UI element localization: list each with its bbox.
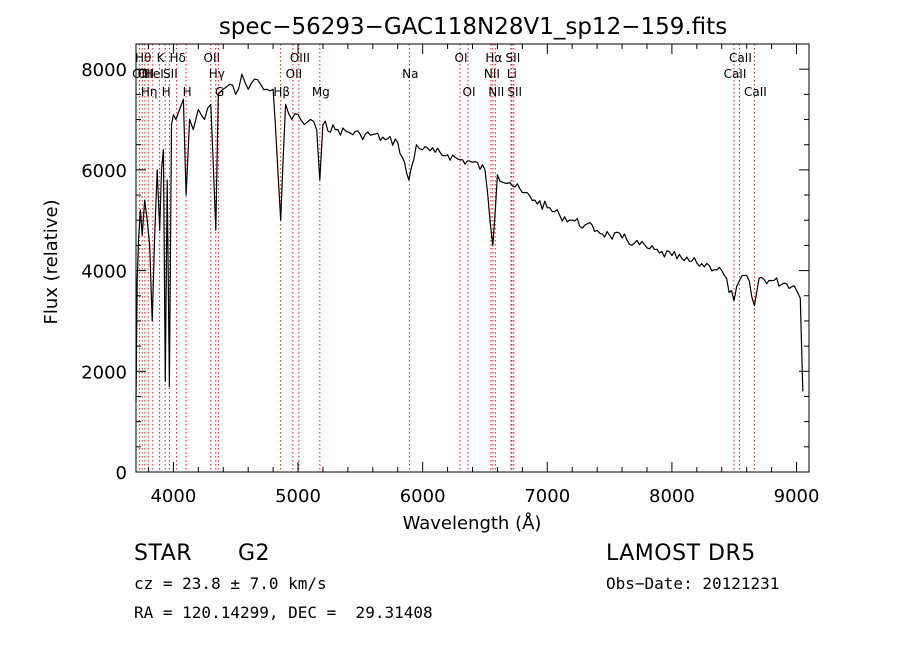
line-label-2: OII (138, 67, 155, 81)
line-label-14: OII (286, 67, 303, 81)
line-label-11: Hγ (209, 67, 225, 81)
x-tick-label-3: 7000 (524, 486, 570, 507)
survey-label: LAMOST DR5 (606, 541, 756, 566)
line-label-23: Li (507, 67, 517, 81)
redshift-cz: cz = 23.8 ± 7.0 km/s (134, 574, 327, 593)
line-label-10: OII (204, 51, 221, 65)
line-label-13: Hβ (273, 85, 290, 99)
line-label-19: OI (463, 85, 476, 99)
line-label-21: Hα (485, 51, 502, 65)
line-label-18: OI (455, 51, 468, 65)
y-tick-label-3: 6000 (81, 161, 127, 182)
line-label-15: OIII (290, 51, 310, 65)
x-tick-label-1: 5000 (275, 486, 321, 507)
line-label-20: NII (484, 67, 500, 81)
plot-frame (135, 43, 810, 473)
observation-date: Obs−Date: 20121231 (606, 574, 780, 593)
line-label-7: SII (163, 67, 178, 81)
x-tick-label-4: 8000 (649, 486, 695, 507)
ra-dec: RA = 120.14299, DEC = 29.31408 (134, 603, 433, 622)
y-tick-label-1: 2000 (81, 362, 127, 383)
line-label-28: CaII (744, 85, 767, 99)
line-label-8: Hδ (169, 51, 185, 65)
y-tick-label-4: 8000 (81, 60, 127, 81)
line-label-3: Hη (141, 85, 158, 99)
line-label-16: Mg (312, 85, 330, 99)
line-label-17: Na (402, 67, 418, 81)
line-label-25: SII (507, 85, 522, 99)
line-label-4: HeI (144, 67, 164, 81)
y-axis: 0 2000 4000 6000 8000 (81, 60, 809, 484)
line-label-24: SII (506, 51, 521, 65)
line-label-5: K (157, 51, 166, 65)
object-class: STAR (134, 541, 193, 566)
x-axis-label: Wavelength (Å) (403, 512, 542, 534)
line-label-1: Hθ (135, 51, 151, 65)
y-tick-label-0: 0 (116, 463, 127, 484)
x-tick-label-0: 4000 (150, 486, 196, 507)
x-tick-label-2: 6000 (400, 486, 446, 507)
object-subclass: G2 (238, 541, 271, 566)
chart-title: spec−56293−GAC118N28V1_sp12−159.fits (219, 14, 727, 40)
spectrum-line (135, 73, 804, 402)
line-label-6: H (162, 85, 171, 99)
line-label-26: CaII (724, 67, 747, 81)
y-axis-label: Flux (relative) (41, 199, 62, 324)
x-tick-label-5: 9000 (774, 486, 820, 507)
line-label-9: H (183, 85, 192, 99)
line-label-22: NII (488, 85, 504, 99)
y-tick-label-2: 4000 (81, 262, 127, 283)
x-axis: 4000 5000 6000 7000 8000 9000 (147, 44, 820, 507)
line-label-27: CaII (729, 51, 752, 65)
